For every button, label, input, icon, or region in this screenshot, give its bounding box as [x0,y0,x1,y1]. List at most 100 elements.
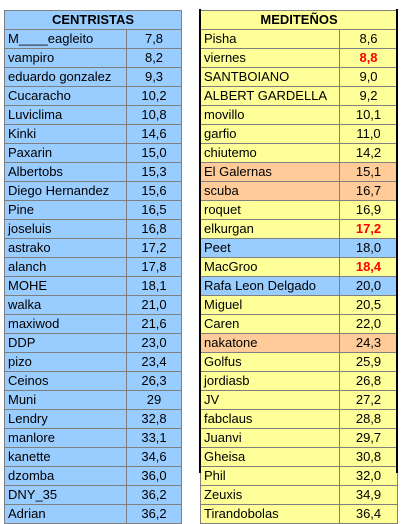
name-cell[interactable]: eduardo gonzalez [4,67,127,87]
name-cell[interactable]: Rafa Leon Delgado [200,276,340,296]
name-cell[interactable]: Muni [4,390,127,410]
value-cell[interactable]: 15,6 [125,181,183,201]
value-cell[interactable]: 21,0 [125,295,183,315]
value-cell[interactable]: 20,0 [338,276,399,296]
value-cell[interactable]: 10,2 [125,86,183,106]
name-cell[interactable]: maxiwod [4,314,127,334]
name-cell[interactable]: MacGroo [200,257,340,277]
name-cell[interactable]: Gheisa [200,447,340,467]
value-cell[interactable]: 34,6 [125,447,183,467]
name-cell[interactable]: Adrian [4,504,127,524]
name-cell[interactable]: Zeuxis [200,485,340,505]
value-cell[interactable]: 22,0 [338,314,399,334]
value-cell[interactable]: 15,1 [338,162,399,182]
name-cell[interactable]: kanette [4,447,127,467]
name-cell[interactable]: DDP [4,333,127,353]
name-cell[interactable]: Phil [200,466,340,486]
name-cell[interactable]: movillo [200,105,340,125]
value-cell[interactable]: 9,0 [338,67,399,87]
value-cell[interactable]: 33,1 [125,428,183,448]
name-cell[interactable]: Ceinos [4,371,127,391]
name-cell[interactable]: manlore [4,428,127,448]
value-cell[interactable]: 24,3 [338,333,399,353]
value-cell[interactable]: 32,0 [338,466,399,486]
value-cell[interactable]: 7,8 [125,29,183,49]
name-cell[interactable]: astrako [4,238,127,258]
value-cell[interactable]: 27,2 [338,390,399,410]
value-cell[interactable]: 8,2 [125,48,183,68]
value-cell[interactable]: 18,1 [125,276,183,296]
value-cell[interactable]: 9,2 [338,86,399,106]
value-cell[interactable]: 16,5 [125,200,183,220]
value-cell[interactable]: 28,8 [338,409,399,429]
name-cell[interactable]: walka [4,295,127,315]
value-cell[interactable]: 9,3 [125,67,183,87]
name-cell[interactable]: Juanvi [200,428,340,448]
value-cell[interactable]: 17,8 [125,257,183,277]
name-cell[interactable]: Pine [4,200,127,220]
value-cell[interactable]: 26,3 [125,371,183,391]
name-cell[interactable]: alanch [4,257,127,277]
name-cell[interactable]: Caren [200,314,340,334]
name-cell[interactable]: Pisha [200,29,340,49]
value-cell[interactable]: 16,7 [338,181,399,201]
value-cell[interactable]: 10,1 [338,105,399,125]
name-cell[interactable]: dzomba [4,466,127,486]
value-cell[interactable]: 14,2 [338,143,399,163]
name-cell[interactable]: chiutemo [200,143,340,163]
name-cell[interactable]: vampiro [4,48,127,68]
value-cell[interactable]: 14,6 [125,124,183,144]
value-cell[interactable]: 15,3 [125,162,183,182]
centristas-header-cell[interactable]: CENTRISTAS [3,10,183,30]
name-cell[interactable]: Diego Hernandez [4,181,127,201]
name-cell[interactable]: scuba [200,181,340,201]
name-cell[interactable]: joseluis [4,219,127,239]
name-cell[interactable]: MOHE [4,276,127,296]
name-cell[interactable]: M____eagleito [4,29,127,49]
name-cell[interactable]: nakatone [200,333,340,353]
value-cell[interactable]: 36,2 [125,485,183,505]
value-cell[interactable]: 17,2 [338,219,399,239]
name-cell[interactable]: Paxarin [4,143,127,163]
value-cell[interactable]: 8,8 [338,48,399,68]
name-cell[interactable]: viernes [200,48,340,68]
name-cell[interactable]: SANTBOIANO [200,67,340,87]
value-cell[interactable]: 18,4 [338,257,399,277]
name-cell[interactable]: Lendry [4,409,127,429]
name-cell[interactable]: DNY_35 [4,485,127,505]
name-cell[interactable]: jordiasb [200,371,340,391]
value-cell[interactable]: 8,6 [338,29,399,49]
value-cell[interactable]: 18,0 [338,238,399,258]
value-cell[interactable]: 21,6 [125,314,183,334]
value-cell[interactable]: 16,9 [338,200,399,220]
value-cell[interactable]: 32,8 [125,409,183,429]
value-cell[interactable]: 30,8 [338,447,399,467]
name-cell[interactable]: roquet [200,200,340,220]
name-cell[interactable]: elkurgan [200,219,340,239]
value-cell[interactable]: 17,2 [125,238,183,258]
value-cell[interactable]: 15,0 [125,143,183,163]
name-cell[interactable]: Cucaracho [4,86,127,106]
value-cell[interactable]: 11,0 [338,124,399,144]
name-cell[interactable]: Miguel [200,295,340,315]
name-cell[interactable]: fabclaus [200,409,340,429]
name-cell[interactable]: Peet [200,238,340,258]
value-cell[interactable]: 26,8 [338,371,399,391]
value-cell[interactable]: 20,5 [338,295,399,315]
value-cell[interactable]: 23,0 [125,333,183,353]
name-cell[interactable]: garfio [200,124,340,144]
name-cell[interactable]: Luviclima [4,105,127,125]
value-cell[interactable]: 29,7 [338,428,399,448]
value-cell[interactable]: 36,0 [125,466,183,486]
value-cell[interactable]: 16,8 [125,219,183,239]
value-cell[interactable]: 34,9 [338,485,399,505]
name-cell[interactable]: Golfus [200,352,340,372]
name-cell[interactable]: JV [200,390,340,410]
value-cell[interactable]: 36,4 [338,504,399,524]
value-cell[interactable]: 29 [125,390,183,410]
name-cell[interactable]: Tirandobolas [200,504,340,524]
value-cell[interactable]: 25,9 [338,352,399,372]
name-cell[interactable]: Kinki [4,124,127,144]
value-cell[interactable]: 36,2 [125,504,183,524]
name-cell[interactable]: El Galernas [200,162,340,182]
